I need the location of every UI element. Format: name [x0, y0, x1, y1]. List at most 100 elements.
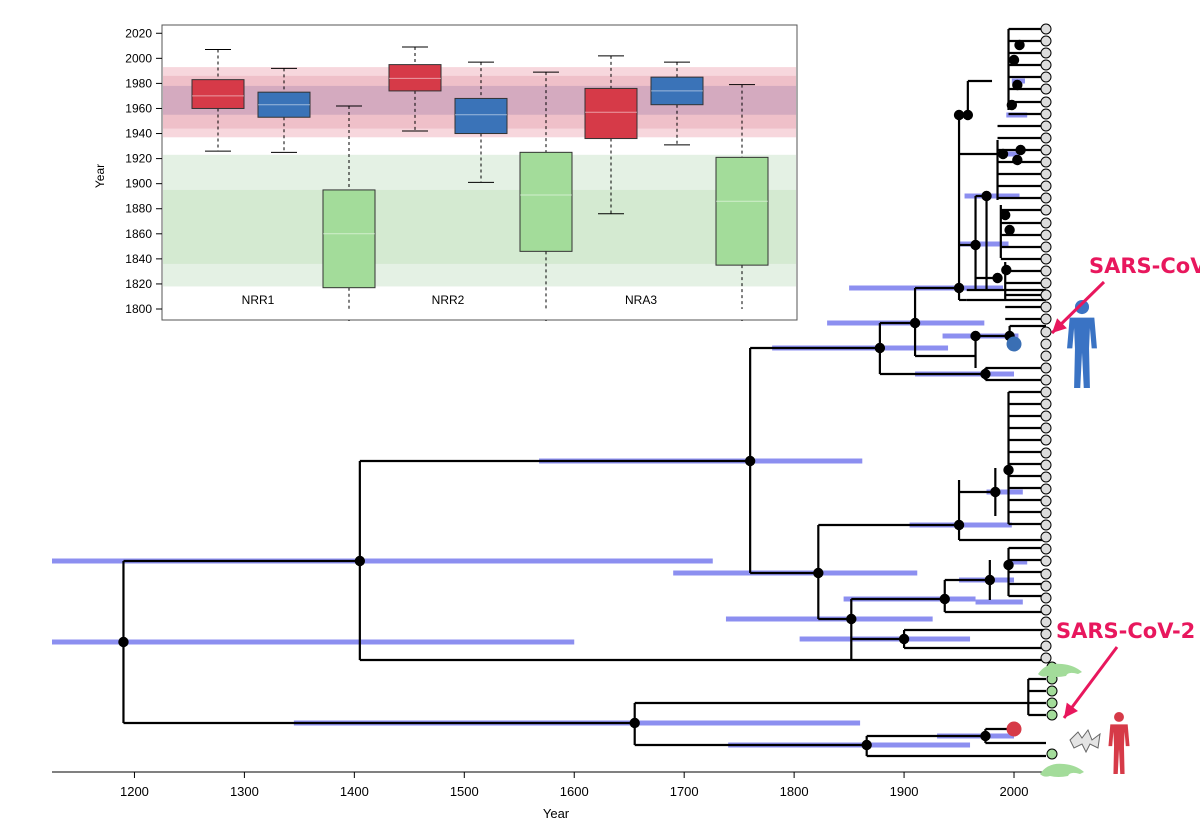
bat-icon — [1069, 728, 1101, 754]
callouts: SARS-CoV SARS-CoV-2 — [1050, 254, 1200, 719]
x-tick-label: 1300 — [230, 784, 259, 799]
box-green — [519, 151, 573, 252]
tip — [1040, 301, 1052, 313]
tip — [1040, 253, 1052, 265]
tree-node — [1014, 39, 1025, 51]
tip — [1040, 338, 1052, 350]
tree-node — [1006, 99, 1018, 111]
tree-nodes — [118, 39, 1026, 751]
human-icon — [1108, 712, 1130, 774]
y-tick-label: 1860 — [125, 227, 152, 241]
x-tick-label: 1400 — [340, 784, 369, 799]
tip — [1040, 313, 1052, 325]
tree-node — [846, 613, 857, 625]
tip — [1040, 543, 1052, 555]
tip — [1040, 447, 1052, 459]
tip — [1040, 156, 1052, 168]
tree-node — [970, 330, 981, 342]
pangolin-icon — [1038, 663, 1082, 677]
y-tick-label: 1840 — [125, 252, 152, 266]
tip — [1040, 580, 1052, 592]
y-tick-label: 1880 — [125, 202, 152, 216]
y-tick-label: 1900 — [125, 177, 152, 191]
tip — [1040, 229, 1052, 241]
tip — [1040, 23, 1052, 35]
tip — [1040, 531, 1052, 543]
tip — [1040, 47, 1052, 59]
tip — [1040, 434, 1052, 446]
human-icon — [1067, 300, 1097, 388]
tree-node — [981, 190, 992, 202]
y-tick-label: 1960 — [125, 101, 152, 115]
tip — [1040, 35, 1052, 47]
tip — [1040, 568, 1052, 580]
callout-arrowhead — [1064, 702, 1078, 718]
tree-node — [1003, 464, 1014, 476]
host-icons — [1038, 300, 1130, 777]
tree-node — [909, 317, 921, 329]
tip — [1040, 410, 1052, 422]
tip — [1040, 180, 1052, 192]
tip — [1040, 604, 1052, 616]
x-axis-label: Year — [543, 806, 570, 821]
group-label: NRA3 — [625, 293, 657, 307]
tree-tips — [1006, 23, 1058, 760]
box-red — [584, 87, 638, 140]
tree-node — [354, 555, 366, 567]
tip — [1040, 192, 1052, 204]
tip — [1040, 422, 1052, 434]
x-tick-label: 1900 — [890, 784, 919, 799]
tree-node — [1004, 224, 1015, 236]
tip — [1040, 59, 1052, 71]
x-tick-label: 1500 — [450, 784, 479, 799]
x-tick-label: 1700 — [670, 784, 699, 799]
tip — [1040, 374, 1052, 386]
tip — [1040, 471, 1052, 483]
tree-node — [1012, 154, 1023, 166]
tree-node — [1008, 54, 1020, 66]
x-tick-label: 1800 — [780, 784, 809, 799]
tip — [1040, 108, 1052, 120]
tip — [1040, 628, 1052, 640]
tip — [1040, 519, 1052, 531]
tip — [1040, 483, 1052, 495]
box-green — [715, 156, 769, 266]
y-tick-label: 1920 — [125, 152, 152, 166]
y-tick-label: 2020 — [125, 26, 152, 40]
tree-node — [1015, 144, 1026, 156]
y-tick-label: 1940 — [125, 127, 152, 141]
tree-node — [898, 633, 910, 645]
tip — [1040, 326, 1052, 338]
box-blue — [454, 97, 508, 135]
tree-node — [939, 593, 950, 605]
tree-node — [1000, 209, 1011, 221]
tip-sars-cov-2 — [1006, 721, 1022, 737]
tip-pangolin — [1046, 697, 1058, 709]
tree-node — [953, 519, 965, 531]
annotation-sars-cov: SARS-CoV — [1089, 254, 1200, 278]
tree-node — [813, 567, 824, 579]
inset-y-label: Year — [93, 164, 107, 188]
box-green — [322, 189, 376, 289]
tip-pangolin — [1046, 748, 1058, 760]
tip-pangolin — [1046, 709, 1058, 721]
tree-node — [980, 730, 991, 742]
box-red — [191, 79, 245, 109]
tip — [1040, 96, 1052, 108]
tip — [1040, 83, 1052, 95]
tree-node — [953, 109, 965, 121]
tip — [1040, 640, 1052, 652]
tip — [1040, 386, 1052, 398]
tip — [1040, 555, 1052, 567]
callout-arrowhead — [1052, 318, 1067, 333]
y-tick-label: 2000 — [125, 51, 152, 65]
tip — [1040, 652, 1052, 664]
tip — [1040, 495, 1052, 507]
tree-x-axis: Year 1200 1300 1400 1500 1600 1700 1800 1900 200… — [52, 771, 1047, 821]
tree-node — [861, 739, 872, 751]
tree-node — [874, 342, 886, 354]
x-tick-label: 1200 — [120, 784, 149, 799]
tip — [1040, 217, 1052, 229]
tree-node — [118, 636, 129, 648]
